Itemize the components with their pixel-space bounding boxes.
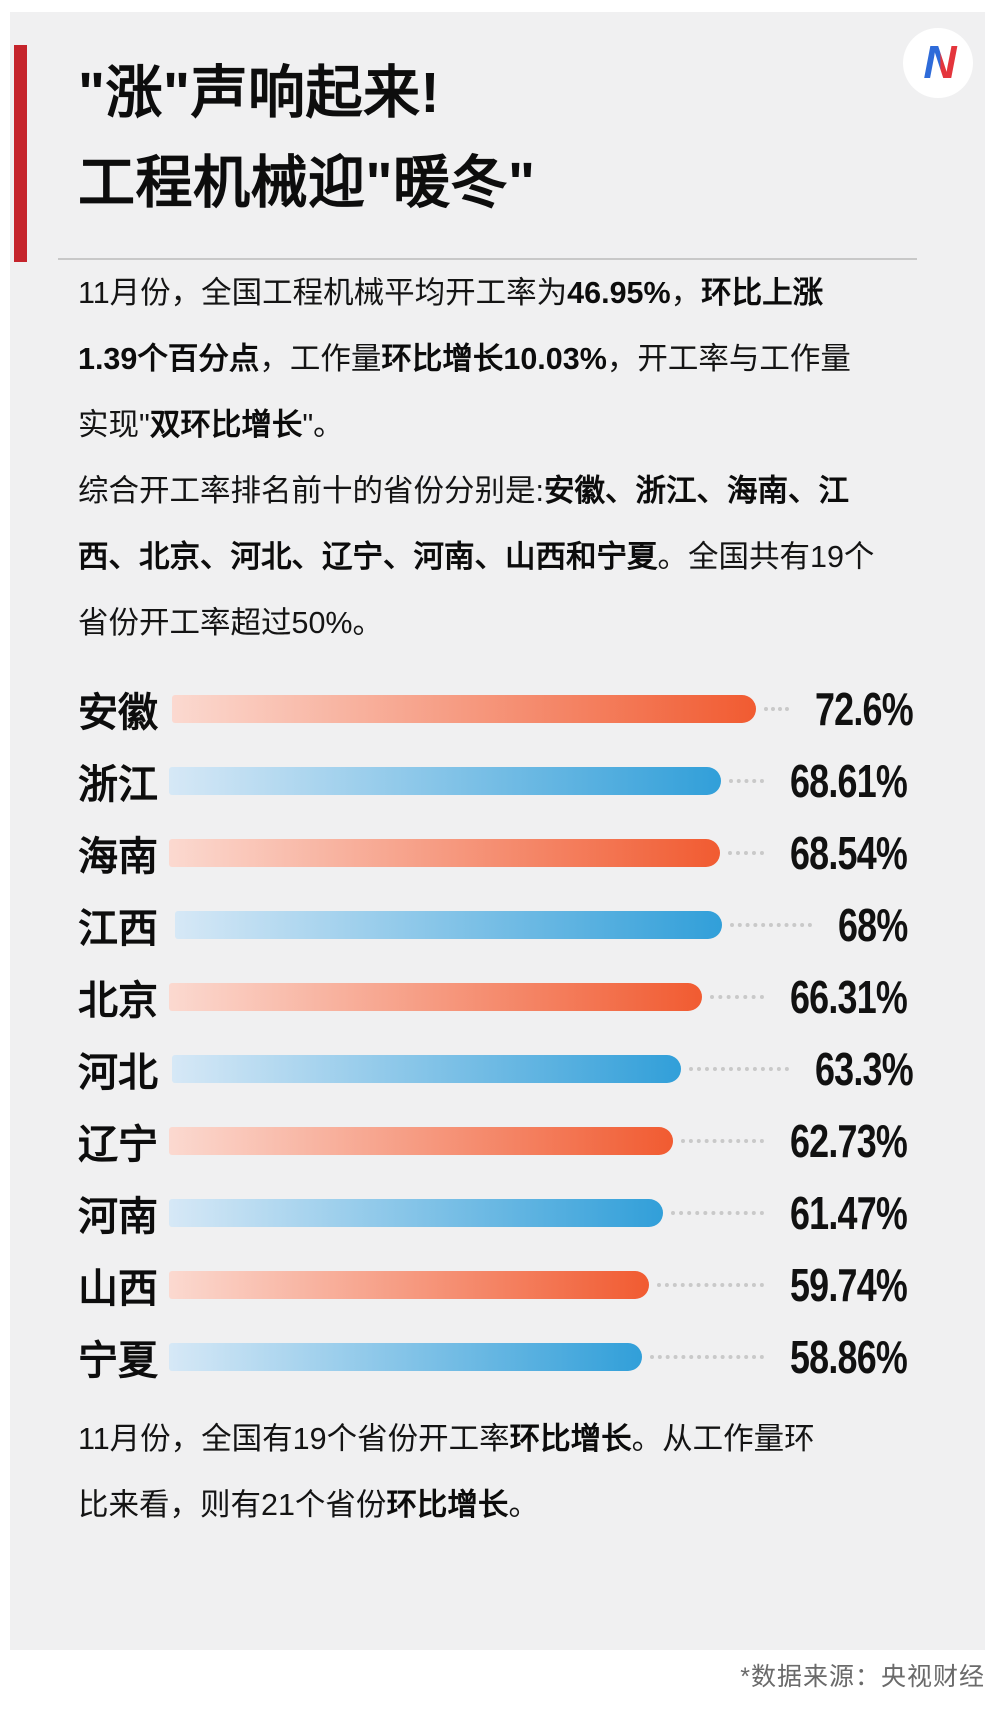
dotted-leader <box>709 995 764 999</box>
bar-area <box>175 911 812 939</box>
chart-row: 浙江 68.61% <box>78 755 940 807</box>
nbd-logo-icon: N <box>903 28 973 98</box>
value-label: 72.6% <box>814 683 914 735</box>
province-label: 海南 <box>78 835 158 879</box>
title-line-1: "涨"声响起来! <box>78 61 441 125</box>
province-label: 河南 <box>78 1195 158 1239</box>
value-label: 58.86% <box>789 1331 908 1383</box>
chart-row: 宁夏 58.86% <box>78 1331 940 1383</box>
value-bar <box>168 767 721 795</box>
dotted-leader <box>688 1067 789 1071</box>
page-title: "涨"声响起来! 工程机械迎"暖冬" <box>78 48 940 228</box>
value-label: 61.47% <box>789 1187 908 1239</box>
value-bar <box>168 1199 663 1227</box>
paragraph-note: 11月份，全国有19个省份开工率环比增长。从工作量环比来看，则有21个省份环比增… <box>78 1422 815 1522</box>
province-label: 安徽 <box>78 691 158 735</box>
value-bar <box>171 695 756 723</box>
bar-area <box>171 1055 789 1083</box>
chart-row: 江西 68% <box>78 899 940 951</box>
value-label: 62.73% <box>789 1115 908 1167</box>
value-label: 59.74% <box>789 1259 908 1311</box>
title-divider <box>58 258 917 260</box>
chart-row: 北京 66.31% <box>78 971 940 1023</box>
dotted-leader <box>670 1211 764 1215</box>
value-bar <box>168 1271 649 1299</box>
paragraph-ranking: 综合开工率排名前十的省份分别是:安徽、浙江、海南、江西、北京、河北、辽宁、河南、… <box>78 474 875 640</box>
value-label: 66.31% <box>789 971 908 1023</box>
chart-row: 河南 61.47% <box>78 1187 940 1239</box>
dotted-leader <box>727 851 764 855</box>
title-accent-bar <box>14 45 27 262</box>
value-label: 68.61% <box>789 755 908 807</box>
value-label: 68% <box>838 899 908 951</box>
value-bar <box>168 983 702 1011</box>
bar-area <box>168 1271 764 1299</box>
bar-area <box>168 983 764 1011</box>
infographic-card: N "涨"声响起来! 工程机械迎"暖冬" 11月份，全国工程机械平均开工率为46… <box>10 12 985 1650</box>
title-line-2: 工程机械迎"暖冬" <box>78 151 536 215</box>
province-label: 辽宁 <box>78 1123 158 1167</box>
province-label: 江西 <box>78 907 158 951</box>
dotted-leader <box>728 779 764 783</box>
svg-text:N: N <box>923 36 957 88</box>
chart-row: 海南 68.54% <box>78 827 940 879</box>
card-content: "涨"声响起来! 工程机械迎"暖冬" 11月份，全国工程机械平均开工率为46.9… <box>10 12 985 1538</box>
bar-area <box>168 1127 764 1155</box>
dotted-leader <box>730 923 812 927</box>
bar-area <box>168 1343 764 1371</box>
value-bar <box>168 1343 642 1371</box>
bar-area <box>168 1199 764 1227</box>
value-bar <box>168 1127 673 1155</box>
chart-row: 辽宁 62.73% <box>78 1115 940 1167</box>
value-label: 63.3% <box>814 1043 914 1095</box>
province-label: 浙江 <box>78 763 158 807</box>
province-label: 山西 <box>78 1267 158 1311</box>
value-bar <box>175 911 722 939</box>
dotted-leader <box>763 707 789 711</box>
value-bar <box>168 839 720 867</box>
paragraph-summary: 11月份，全国工程机械平均开工率为46.95%，环比上涨1.39个百分点，工作量… <box>78 276 851 442</box>
bar-chart: 安徽 72.6% 浙江 68.61% 海南 68.54% 江西 68% 北京 <box>78 683 940 1383</box>
value-bar <box>171 1055 681 1083</box>
province-label: 宁夏 <box>78 1339 158 1383</box>
dotted-leader <box>680 1139 764 1143</box>
chart-row: 河北 63.3% <box>78 1043 940 1095</box>
data-source: *数据来源：央视财经 <box>740 1663 985 1691</box>
bar-area <box>171 695 789 723</box>
province-label: 河北 <box>78 1051 158 1095</box>
bar-area <box>168 839 764 867</box>
chart-row: 安徽 72.6% <box>78 683 940 735</box>
province-label: 北京 <box>78 979 158 1023</box>
dotted-leader <box>649 1355 764 1359</box>
value-label: 68.54% <box>789 827 908 879</box>
dotted-leader <box>656 1283 764 1287</box>
bar-area <box>168 767 764 795</box>
chart-row: 山西 59.74% <box>78 1259 940 1311</box>
